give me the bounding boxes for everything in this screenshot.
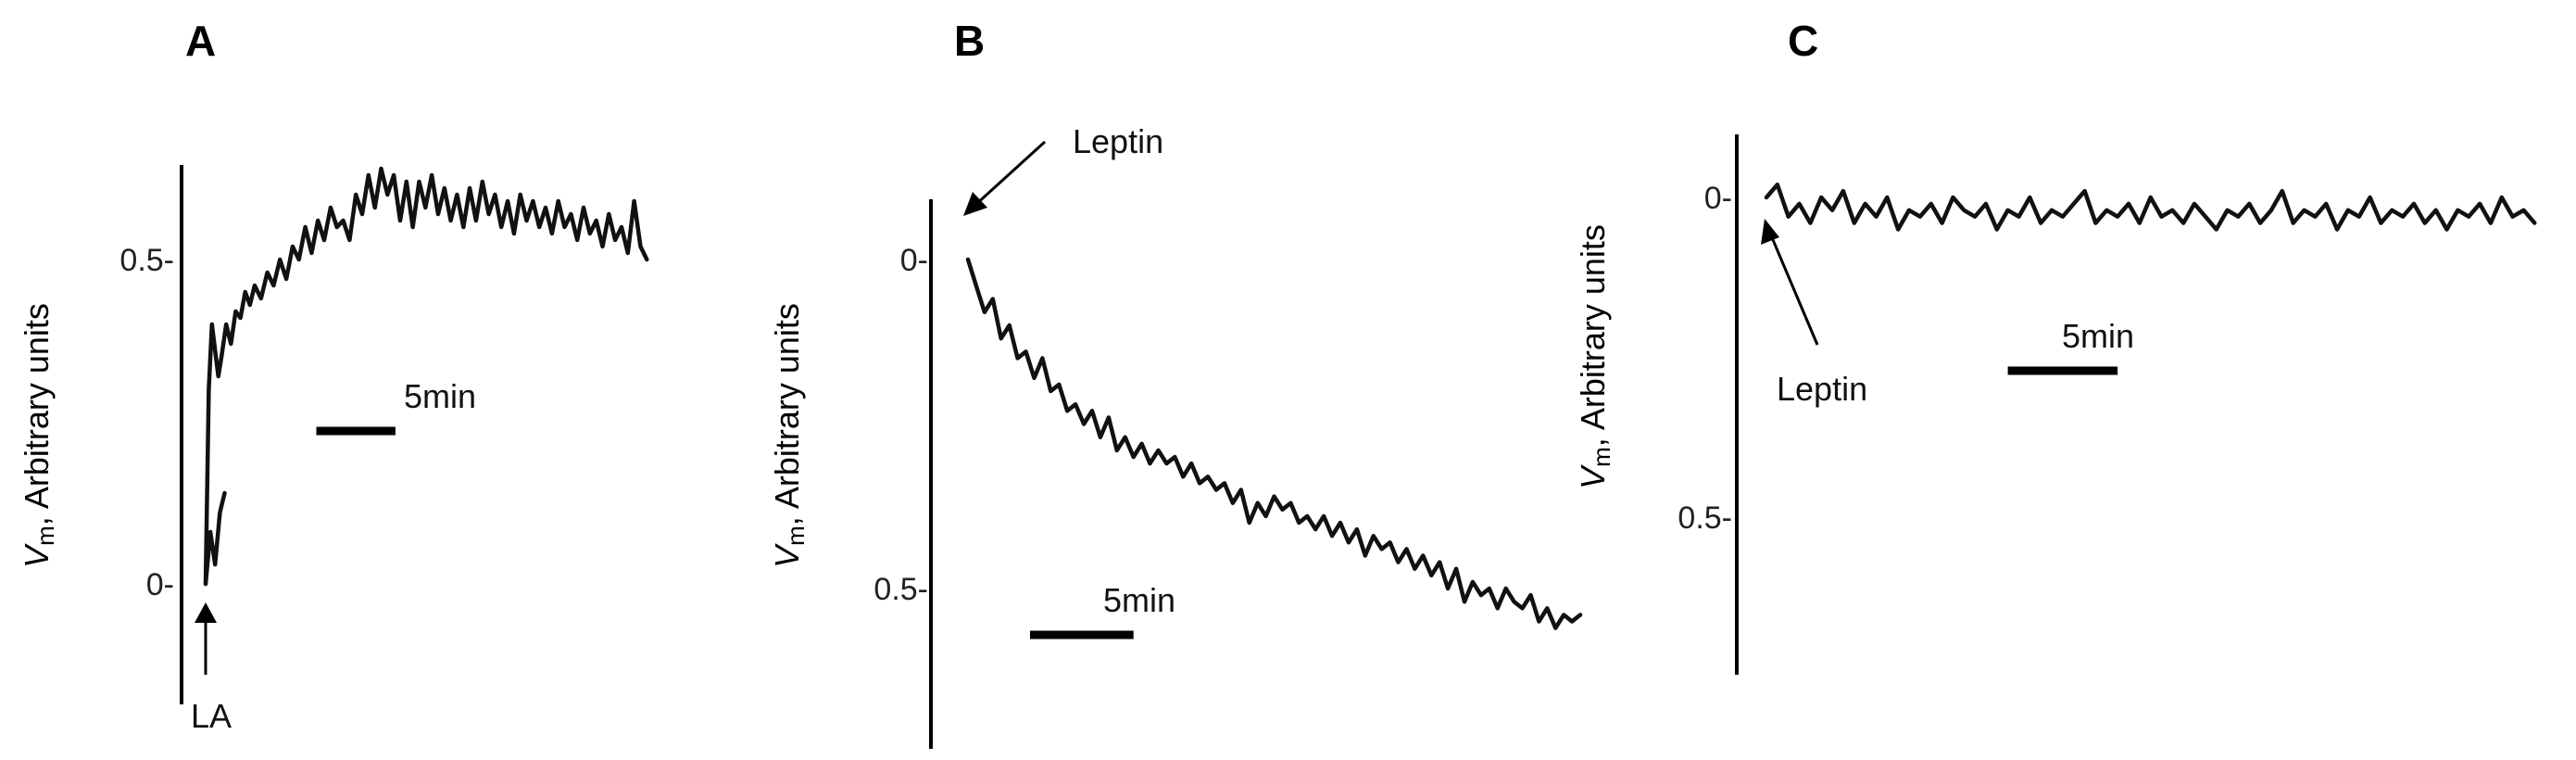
annotation-leptin-c: Leptin: [1777, 370, 1867, 408]
y-label-var-a: V: [18, 543, 56, 568]
panel-letter-b: B: [954, 17, 985, 65]
y-tick-label-a-0: 0-: [146, 567, 174, 602]
panel-b: B Vm, Arbitrary units 0- 0.5- Leptin 5mi…: [768, 17, 1583, 749]
y-axis-label-c: Vm, Arbitrary units: [1574, 224, 1615, 489]
y-label-rest-a: , Arbitrary units: [18, 303, 56, 526]
y-label-var-b: V: [768, 543, 806, 568]
annotation-arrow-leptin-b: [963, 140, 1047, 216]
y-axis-label-a: Vm, Arbitrary units: [18, 303, 59, 568]
y-label-sub-a: m: [31, 526, 59, 546]
y-tick-label-b-1: 0.5-: [873, 572, 928, 607]
panel-a: A Vm, Arbitrary units 0- 0.5- LA 5min: [18, 17, 649, 735]
y-tick-label-c-1: 0.5-: [1678, 500, 1732, 536]
panel-letter-a: A: [185, 17, 216, 65]
y-label-sub-c: m: [1588, 447, 1615, 467]
y-label-var-c: V: [1574, 464, 1612, 489]
y-label-rest-b: , Arbitrary units: [768, 303, 806, 526]
series-line-a-branch: [203, 490, 227, 587]
annotation-arrow-leptin-c: [1761, 219, 1819, 346]
annotation-la: LA: [191, 697, 232, 735]
panel-c: C Vm, Arbitrary units 0- 0.5- Leptin 5mi…: [1574, 17, 2537, 675]
series-line-b: [965, 257, 1583, 630]
y-label-sub-b: m: [782, 526, 810, 546]
annotation-arrow-la: [195, 602, 217, 675]
series-line-a-main: [203, 166, 649, 587]
scale-bar-label-a: 5min: [404, 377, 476, 415]
y-tick-label-a-1: 0.5-: [119, 243, 174, 278]
annotation-leptin-b: Leptin: [1073, 122, 1163, 160]
scale-bar-label-b: 5min: [1103, 581, 1175, 619]
panel-letter-c: C: [1788, 17, 1818, 65]
series-line-c: [1764, 182, 2537, 232]
y-axis-label-b: Vm, Arbitrary units: [768, 303, 810, 568]
y-tick-label-b-0: 0-: [900, 243, 928, 278]
y-label-rest-c: , Arbitrary units: [1574, 224, 1612, 447]
scale-bar-label-c: 5min: [2062, 317, 2134, 355]
y-tick-label-c-0: 0-: [1704, 181, 1732, 216]
